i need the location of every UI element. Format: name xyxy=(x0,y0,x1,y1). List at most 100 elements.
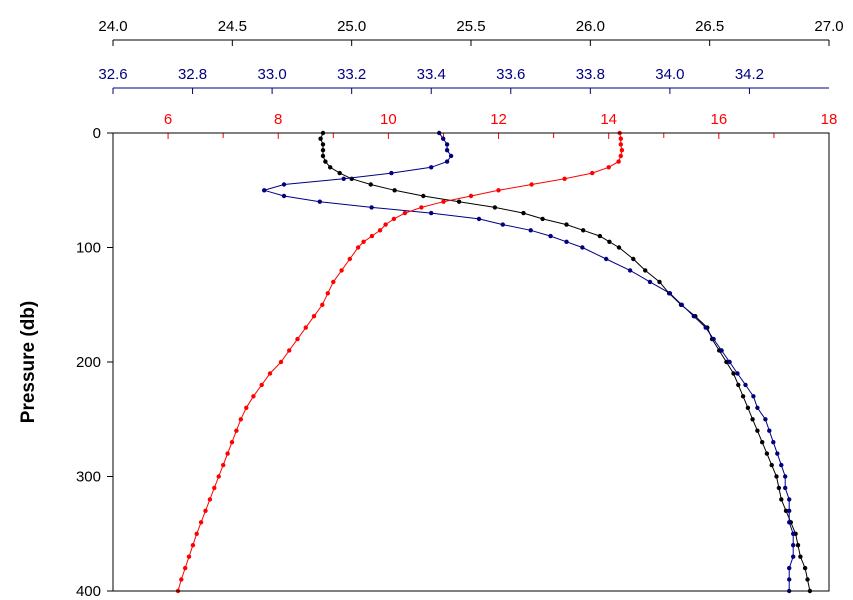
data-point-red xyxy=(468,193,474,199)
data-point-red xyxy=(616,159,621,164)
data-point-navy xyxy=(528,228,533,233)
data-point-red xyxy=(179,577,184,582)
data-point-navy xyxy=(735,371,740,376)
top-axis-tick-label-navy: 33.2 xyxy=(337,66,366,83)
data-point-navy xyxy=(281,193,287,199)
data-point-red xyxy=(278,359,284,365)
data-point-red xyxy=(496,188,501,193)
axes-layer: 24.0 24.5 25.0 25.5 26.0 26.5 27.0 32.6 32.8 33.0… xyxy=(76,18,844,600)
data-point-black xyxy=(607,239,612,244)
data-point-red xyxy=(244,405,249,410)
data-point-navy xyxy=(727,359,732,365)
top-axis-tick-label-black: 24.5 xyxy=(218,18,247,35)
y-axis-tick-label: 300 xyxy=(76,469,101,486)
series-line-red xyxy=(177,132,623,592)
data-point-red xyxy=(320,302,325,307)
data-point-black xyxy=(798,554,803,559)
data-point-red xyxy=(259,382,264,388)
data-point-black xyxy=(337,170,342,176)
data-point-navy xyxy=(647,279,653,285)
data-point-red xyxy=(267,371,273,376)
top-axis-tick-label-navy: 33.6 xyxy=(496,66,525,83)
data-point-black xyxy=(769,462,774,468)
data-point-red xyxy=(590,170,595,176)
data-point-navy xyxy=(341,176,346,181)
data-point-red xyxy=(238,417,243,422)
data-point-navy xyxy=(429,165,434,170)
top-axis-tick-label-red: 12 xyxy=(490,111,507,128)
data-point-red xyxy=(183,565,188,571)
data-point-black xyxy=(521,210,526,216)
data-point-red xyxy=(618,136,623,141)
data-point-black xyxy=(760,440,765,445)
data-point-red xyxy=(355,245,361,250)
data-point-navy xyxy=(783,474,788,479)
top-axis-tick-label-red: 16 xyxy=(711,111,728,128)
data-point-black xyxy=(564,222,569,227)
y-axis-tick-label: 0 xyxy=(93,125,101,142)
top-axis-tick-label-black: 24.0 xyxy=(98,18,127,35)
y-axis-tick-label: 200 xyxy=(76,354,101,371)
series-line-navy xyxy=(262,132,794,591)
data-point-red xyxy=(207,497,213,502)
data-point-black xyxy=(805,577,810,582)
data-point-black xyxy=(323,159,328,164)
data-point-navy xyxy=(548,233,553,239)
top-axis-tick-label-red: 14 xyxy=(600,111,617,128)
data-point-navy xyxy=(500,222,505,227)
top-axis-tick-label-navy: 32.8 xyxy=(178,66,207,83)
top-axis-tick-label-navy: 34.2 xyxy=(735,66,764,83)
data-point-navy xyxy=(787,508,792,513)
data-point-red xyxy=(419,205,424,210)
data-point-red xyxy=(295,336,300,342)
data-point-black xyxy=(581,228,586,233)
data-point-navy xyxy=(429,210,434,216)
data-point-black xyxy=(774,474,779,479)
data-point-navy xyxy=(779,462,784,468)
data-point-black xyxy=(421,193,426,199)
data-point-red xyxy=(618,153,623,159)
data-point-navy xyxy=(767,428,772,433)
data-point-navy xyxy=(281,182,287,187)
data-point-red xyxy=(339,268,344,273)
top-axis-tick-label-red: 10 xyxy=(380,111,397,128)
top-axis-tick-label-navy: 34.0 xyxy=(655,66,684,83)
data-point-navy xyxy=(580,245,585,250)
data-point-red xyxy=(186,554,192,559)
data-point-red xyxy=(391,216,397,222)
data-point-navy xyxy=(751,394,756,399)
y-axis-tick-label: 100 xyxy=(76,240,101,257)
data-point-red xyxy=(234,428,239,433)
data-point-navy xyxy=(369,205,374,210)
data-point-navy xyxy=(317,199,322,204)
data-point-red xyxy=(225,451,230,456)
data-point-navy xyxy=(787,577,792,582)
data-point-black xyxy=(320,153,326,159)
data-point-navy xyxy=(743,382,748,388)
data-point-red xyxy=(287,348,292,353)
data-point-black xyxy=(492,205,498,210)
data-point-navy xyxy=(771,440,776,445)
data-point-black xyxy=(320,142,326,147)
top-axis-tick-label-black: 26.5 xyxy=(695,18,724,35)
data-point-navy xyxy=(775,451,780,456)
data-point-black xyxy=(540,216,545,222)
data-point-navy xyxy=(783,485,788,491)
top-axis-tick-label-red: 8 xyxy=(274,111,282,128)
data-point-red xyxy=(619,148,625,153)
data-point-navy xyxy=(691,314,696,319)
data-point-black xyxy=(657,279,662,285)
data-point-black xyxy=(750,417,755,422)
data-point-navy xyxy=(787,520,792,525)
data-point-navy xyxy=(787,565,792,571)
data-point-black xyxy=(740,394,746,399)
data-point-navy xyxy=(627,268,633,273)
data-point-red xyxy=(562,176,567,181)
data-point-black xyxy=(318,136,323,141)
data-point-black xyxy=(731,371,736,376)
data-point-red xyxy=(198,520,204,525)
data-point-red xyxy=(529,182,534,187)
data-point-red xyxy=(377,228,383,233)
data-point-navy xyxy=(389,170,394,176)
